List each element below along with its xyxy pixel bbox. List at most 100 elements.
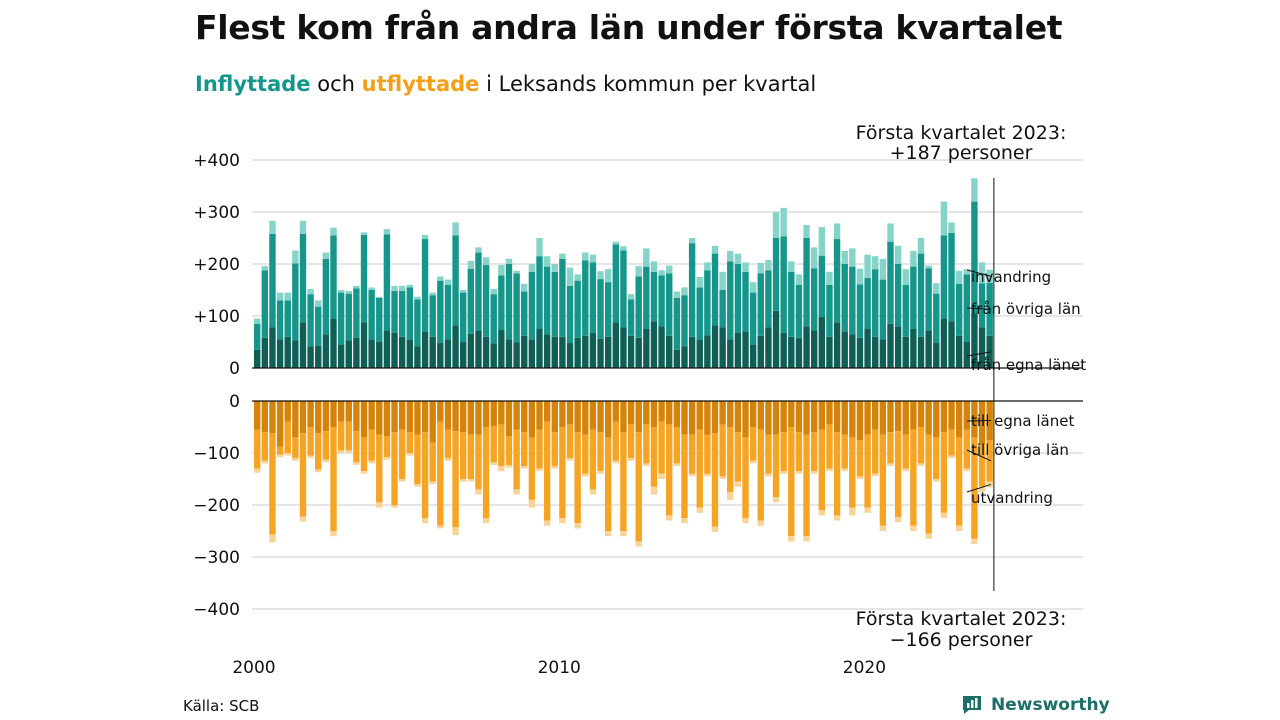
bar-segment-inflyttade — [337, 292, 345, 345]
y-tick-label: −100 — [193, 444, 240, 464]
bar-segment-inflyttade — [292, 340, 299, 368]
bar-segment-inflyttade — [772, 310, 780, 368]
bar-segment-inflyttade — [788, 336, 795, 368]
bar-segment-utflyttade — [925, 401, 932, 435]
bar-segment-inflyttade — [849, 248, 856, 267]
bar-segment-utflyttade — [521, 466, 528, 469]
bar-segment-utflyttade — [452, 401, 459, 432]
bar-segment-utflyttade — [604, 401, 612, 438]
bar-segment-utflyttade — [826, 401, 833, 425]
annotation-bottom-line1: Första kvartalet 2023: — [856, 608, 1067, 630]
bar-segment-inflyttade — [475, 247, 482, 253]
bar-segment-utflyttade — [795, 471, 803, 474]
bar-segment-inflyttade — [498, 275, 505, 331]
bar-segment-inflyttade — [818, 255, 826, 318]
bar-segment-inflyttade — [643, 266, 650, 329]
bar-segment-utflyttade — [681, 518, 688, 524]
bar-segment-inflyttade — [368, 290, 375, 340]
bar-segment-utflyttade — [749, 401, 757, 427]
bar-segment-utflyttade — [666, 515, 673, 521]
bar-segment-inflyttade — [666, 273, 673, 336]
bar-segment-inflyttade — [673, 349, 681, 368]
bar-chart-speech-icon — [963, 696, 981, 714]
bar-segment-inflyttade — [597, 338, 604, 368]
y-tick-label: +300 — [193, 203, 240, 223]
bar-segment-utflyttade — [376, 502, 383, 508]
bar-segment-utflyttade — [322, 401, 330, 432]
bar-segment-utflyttade — [833, 515, 841, 521]
bar-segment-inflyttade — [437, 276, 444, 281]
bar-segment-utflyttade — [826, 424, 833, 469]
brand-name: Newsworthy — [991, 695, 1110, 715]
bar-segment-utflyttade — [963, 401, 970, 430]
bar-segment-utflyttade — [276, 401, 284, 447]
bar-segment-utflyttade — [460, 432, 467, 479]
bar-segment-inflyttade — [757, 262, 764, 274]
bar-segment-inflyttade — [307, 288, 314, 295]
bar-segment-inflyttade — [711, 245, 719, 254]
bar-segment-utflyttade — [513, 489, 520, 495]
bar-segment-utflyttade — [383, 401, 391, 437]
bar-segment-utflyttade — [879, 401, 887, 435]
bar-segment-utflyttade — [788, 401, 795, 427]
bar-segment-utflyttade — [711, 433, 719, 527]
bar-segment-inflyttade — [742, 331, 749, 368]
bar-segment-utflyttade — [963, 429, 970, 469]
bar-segment-inflyttade — [398, 285, 406, 292]
bar-segment-inflyttade — [719, 290, 726, 328]
bar-segment-utflyttade — [551, 401, 558, 433]
bar-segment-inflyttade — [299, 233, 307, 323]
bar-segment-inflyttade — [574, 280, 581, 338]
bar-segment-utflyttade — [414, 434, 421, 485]
x-tick-label: 2020 — [843, 658, 886, 678]
bar-segment-utflyttade — [345, 450, 352, 453]
bar-segment-inflyttade — [429, 292, 436, 296]
bar-segment-inflyttade — [635, 276, 642, 338]
bar-segment-utflyttade — [872, 473, 879, 477]
bar-segment-utflyttade — [925, 533, 932, 539]
bar-segment-inflyttade — [604, 282, 612, 337]
bar-segment-utflyttade — [444, 458, 452, 461]
bar-segment-inflyttade — [841, 264, 848, 332]
series-label-utflyttade: till övriga län — [971, 441, 1069, 459]
bar-segment-utflyttade — [948, 429, 955, 456]
bar-segment-utflyttade — [757, 520, 764, 526]
bar-segment-inflyttade — [955, 270, 963, 284]
bar-segment-inflyttade — [826, 271, 833, 285]
bar-segment-inflyttade — [681, 287, 688, 296]
bar-segment-utflyttade — [482, 427, 490, 518]
bar-segment-utflyttade — [765, 473, 772, 477]
bar-segment-inflyttade — [345, 291, 352, 294]
bar-segment-utflyttade — [421, 518, 429, 524]
bar-segment-utflyttade — [284, 421, 291, 453]
bar-segment-inflyttade — [772, 238, 780, 311]
bar-segment-inflyttade — [337, 290, 345, 293]
bar-segment-utflyttade — [872, 401, 879, 430]
bar-segment-utflyttade — [284, 453, 291, 456]
bar-segment-inflyttade — [849, 334, 856, 368]
series-label-utflyttade: till egna länet — [971, 412, 1074, 430]
bar-segment-inflyttade — [810, 330, 818, 368]
bar-segment-utflyttade — [673, 401, 681, 427]
bar-segment-inflyttade — [955, 335, 963, 368]
bar-segment-utflyttade — [872, 429, 879, 474]
bar-segment-utflyttade — [521, 401, 528, 433]
bar-segment-utflyttade — [803, 536, 810, 542]
bar-segment-utflyttade — [315, 433, 322, 470]
bar-segment-inflyttade — [925, 265, 932, 269]
bar-segment-utflyttade — [940, 432, 948, 513]
bar-segment-utflyttade — [933, 401, 940, 438]
bar-segment-inflyttade — [330, 235, 337, 319]
bar-segment-inflyttade — [536, 256, 543, 329]
bar-segment-inflyttade — [360, 232, 368, 235]
bar-segment-inflyttade — [292, 263, 299, 341]
bar-segment-utflyttade — [360, 471, 368, 474]
bar-segment-inflyttade — [315, 345, 322, 368]
label-pointer — [966, 420, 991, 422]
bar-segment-inflyttade — [490, 288, 497, 295]
bar-segment-inflyttade — [933, 293, 940, 344]
bar-segment-inflyttade — [276, 300, 284, 340]
bar-segment-utflyttade — [482, 518, 490, 524]
bar-segment-inflyttade — [833, 239, 841, 323]
bar-segment-inflyttade — [269, 233, 276, 328]
